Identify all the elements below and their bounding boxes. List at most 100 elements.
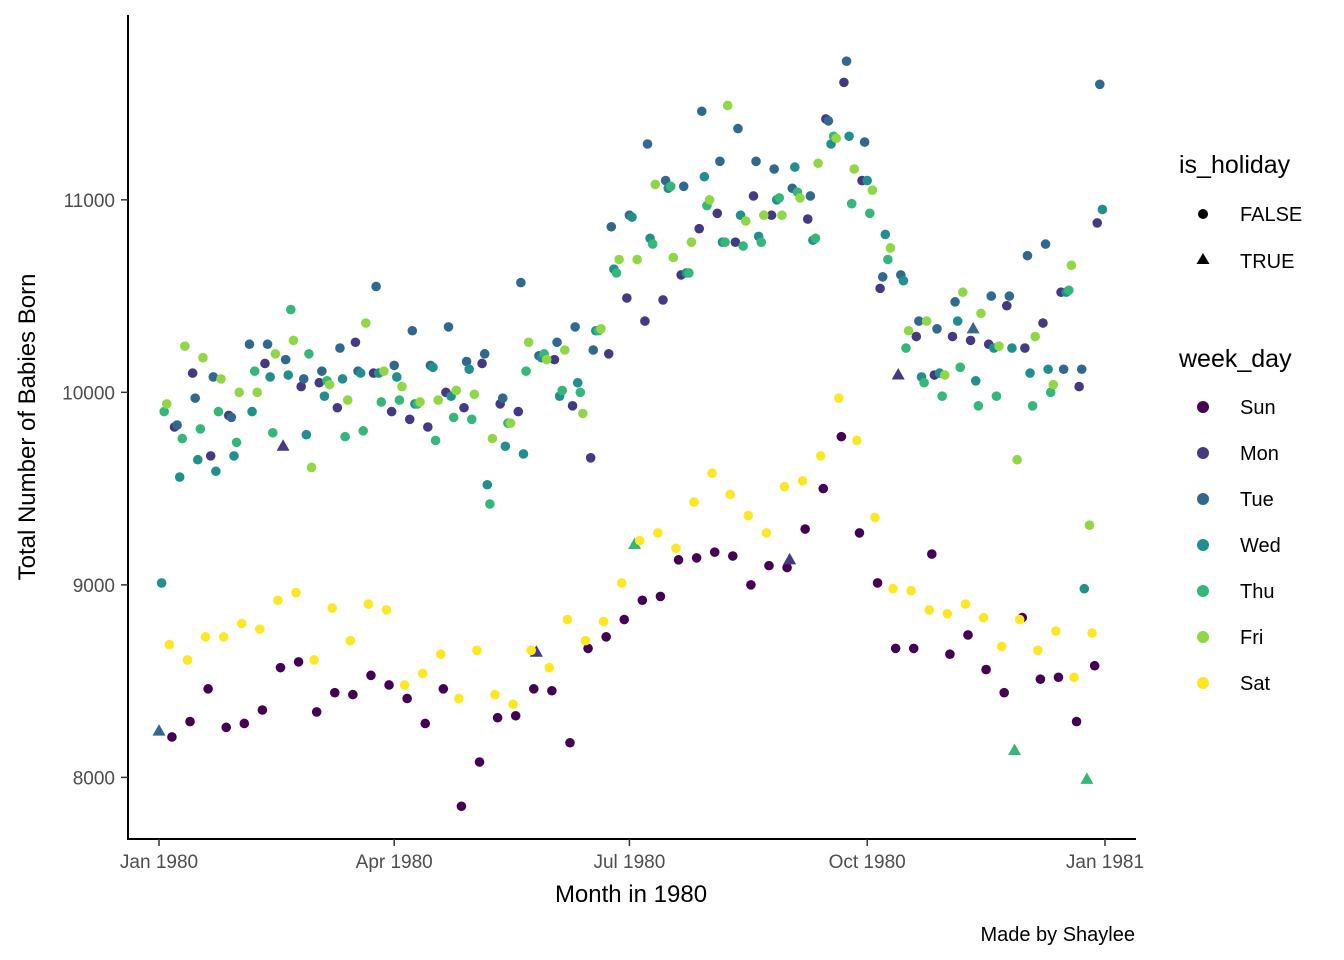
data-point — [560, 345, 570, 355]
legend-label-thu: Thu — [1240, 581, 1274, 603]
legend-color: week_day Sun Mon Tue Wed Thu Fri Sat — [1178, 345, 1292, 695]
data-point — [236, 618, 247, 629]
data-point — [428, 362, 438, 373]
data-point — [831, 133, 841, 144]
data-point — [1079, 583, 1090, 594]
data-point — [603, 349, 614, 359]
data-point — [841, 56, 852, 67]
data-point — [766, 210, 777, 221]
data-point — [544, 662, 555, 673]
data-point — [384, 680, 394, 690]
data-point — [273, 595, 283, 606]
data-point — [208, 372, 219, 382]
data-point — [795, 193, 805, 203]
data-point — [890, 643, 901, 654]
data-point — [448, 412, 459, 423]
data-point — [689, 497, 699, 507]
caption: Made by Shaylee — [980, 924, 1135, 946]
data-point — [725, 489, 736, 500]
legend-label-sat: Sat — [1240, 673, 1270, 695]
data-point — [392, 372, 402, 382]
data-point — [839, 77, 849, 88]
data-point — [942, 608, 953, 619]
data-point — [1012, 454, 1022, 465]
data-point — [156, 578, 167, 588]
data-point — [813, 158, 823, 169]
data-point — [1064, 285, 1074, 296]
legend-label-tue: Tue — [1240, 489, 1274, 511]
data-point — [340, 431, 350, 442]
data-point — [937, 391, 947, 401]
data-point — [552, 337, 562, 348]
data-point — [379, 366, 389, 376]
data-point — [932, 324, 942, 334]
data-point — [205, 451, 216, 461]
data-point — [192, 454, 203, 465]
data-point — [774, 193, 785, 203]
data-point — [903, 325, 914, 336]
data-point — [578, 408, 588, 419]
legend-key-wed — [1197, 539, 1209, 551]
data-point — [712, 208, 723, 219]
data-point — [1051, 626, 1061, 636]
data-point — [314, 377, 325, 388]
data-point — [686, 237, 697, 247]
data-point — [730, 237, 741, 247]
data-point — [720, 237, 730, 247]
data-point — [293, 657, 304, 667]
data-point — [955, 362, 966, 373]
data-point — [658, 295, 668, 305]
data-point — [298, 374, 309, 384]
data-point — [1066, 260, 1077, 271]
data-point — [981, 664, 991, 675]
data-point — [927, 549, 937, 559]
data-point — [906, 585, 916, 596]
data-point — [885, 243, 896, 253]
data-point — [777, 210, 787, 221]
data-point — [541, 354, 552, 365]
data-point — [456, 801, 467, 812]
data-point — [619, 614, 630, 625]
data-point — [464, 364, 474, 375]
data-point — [180, 341, 190, 351]
data-point — [490, 689, 500, 700]
data-point — [849, 164, 860, 174]
data-point — [779, 481, 790, 492]
data-point — [513, 406, 524, 417]
data-point — [329, 687, 340, 698]
data-point — [1069, 672, 1079, 683]
data-point — [172, 420, 182, 430]
data-point — [1097, 204, 1108, 215]
data-point — [296, 381, 306, 392]
data-point — [585, 453, 596, 463]
data-point — [1045, 387, 1056, 398]
data-point — [451, 385, 462, 396]
data-point — [1043, 364, 1053, 375]
data-point — [673, 555, 684, 565]
data-point — [366, 670, 376, 681]
data-point — [327, 603, 337, 613]
data-point — [740, 216, 751, 226]
legend-label-wed: Wed — [1240, 535, 1281, 557]
data-point — [570, 322, 580, 332]
data-point — [883, 254, 893, 265]
legend-key-thu — [1197, 585, 1209, 597]
x-tick-label: Jan 1981 — [1066, 852, 1144, 873]
data-point — [973, 401, 984, 411]
data-point — [1087, 628, 1097, 638]
data-point — [637, 595, 648, 606]
data-point — [270, 349, 281, 359]
data-point — [945, 649, 955, 659]
legend-shape: is_holiday FALSE TRUE — [1179, 151, 1302, 273]
data-point — [472, 645, 482, 656]
data-point — [319, 391, 330, 401]
data-point — [363, 599, 374, 609]
data-point — [616, 578, 627, 588]
legend-key-tue — [1197, 493, 1209, 505]
legend-key-sat — [1197, 677, 1209, 689]
data-point — [324, 379, 335, 390]
data-point — [438, 684, 449, 694]
data-point — [260, 358, 270, 369]
data-point — [978, 612, 989, 623]
